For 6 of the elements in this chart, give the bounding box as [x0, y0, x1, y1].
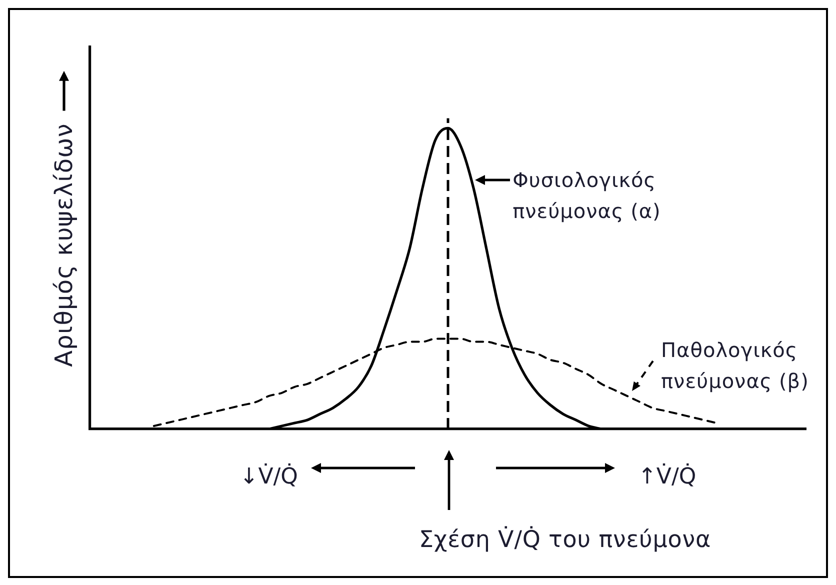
y-axis-title: Αριθμός κυψελίδων	[50, 123, 78, 367]
text: ↑V̇/Q̇	[638, 464, 696, 490]
x-axis-title: Σχέση V̇/Q̇ του πνεύμονα	[418, 527, 712, 553]
legend-label: Παθολογικός πνεύμονας (β)	[661, 337, 810, 396]
legend-label: Φυσιολογικός πνεύμονας (α)	[512, 166, 662, 225]
text: ↓V̇/Q̇	[240, 464, 298, 490]
